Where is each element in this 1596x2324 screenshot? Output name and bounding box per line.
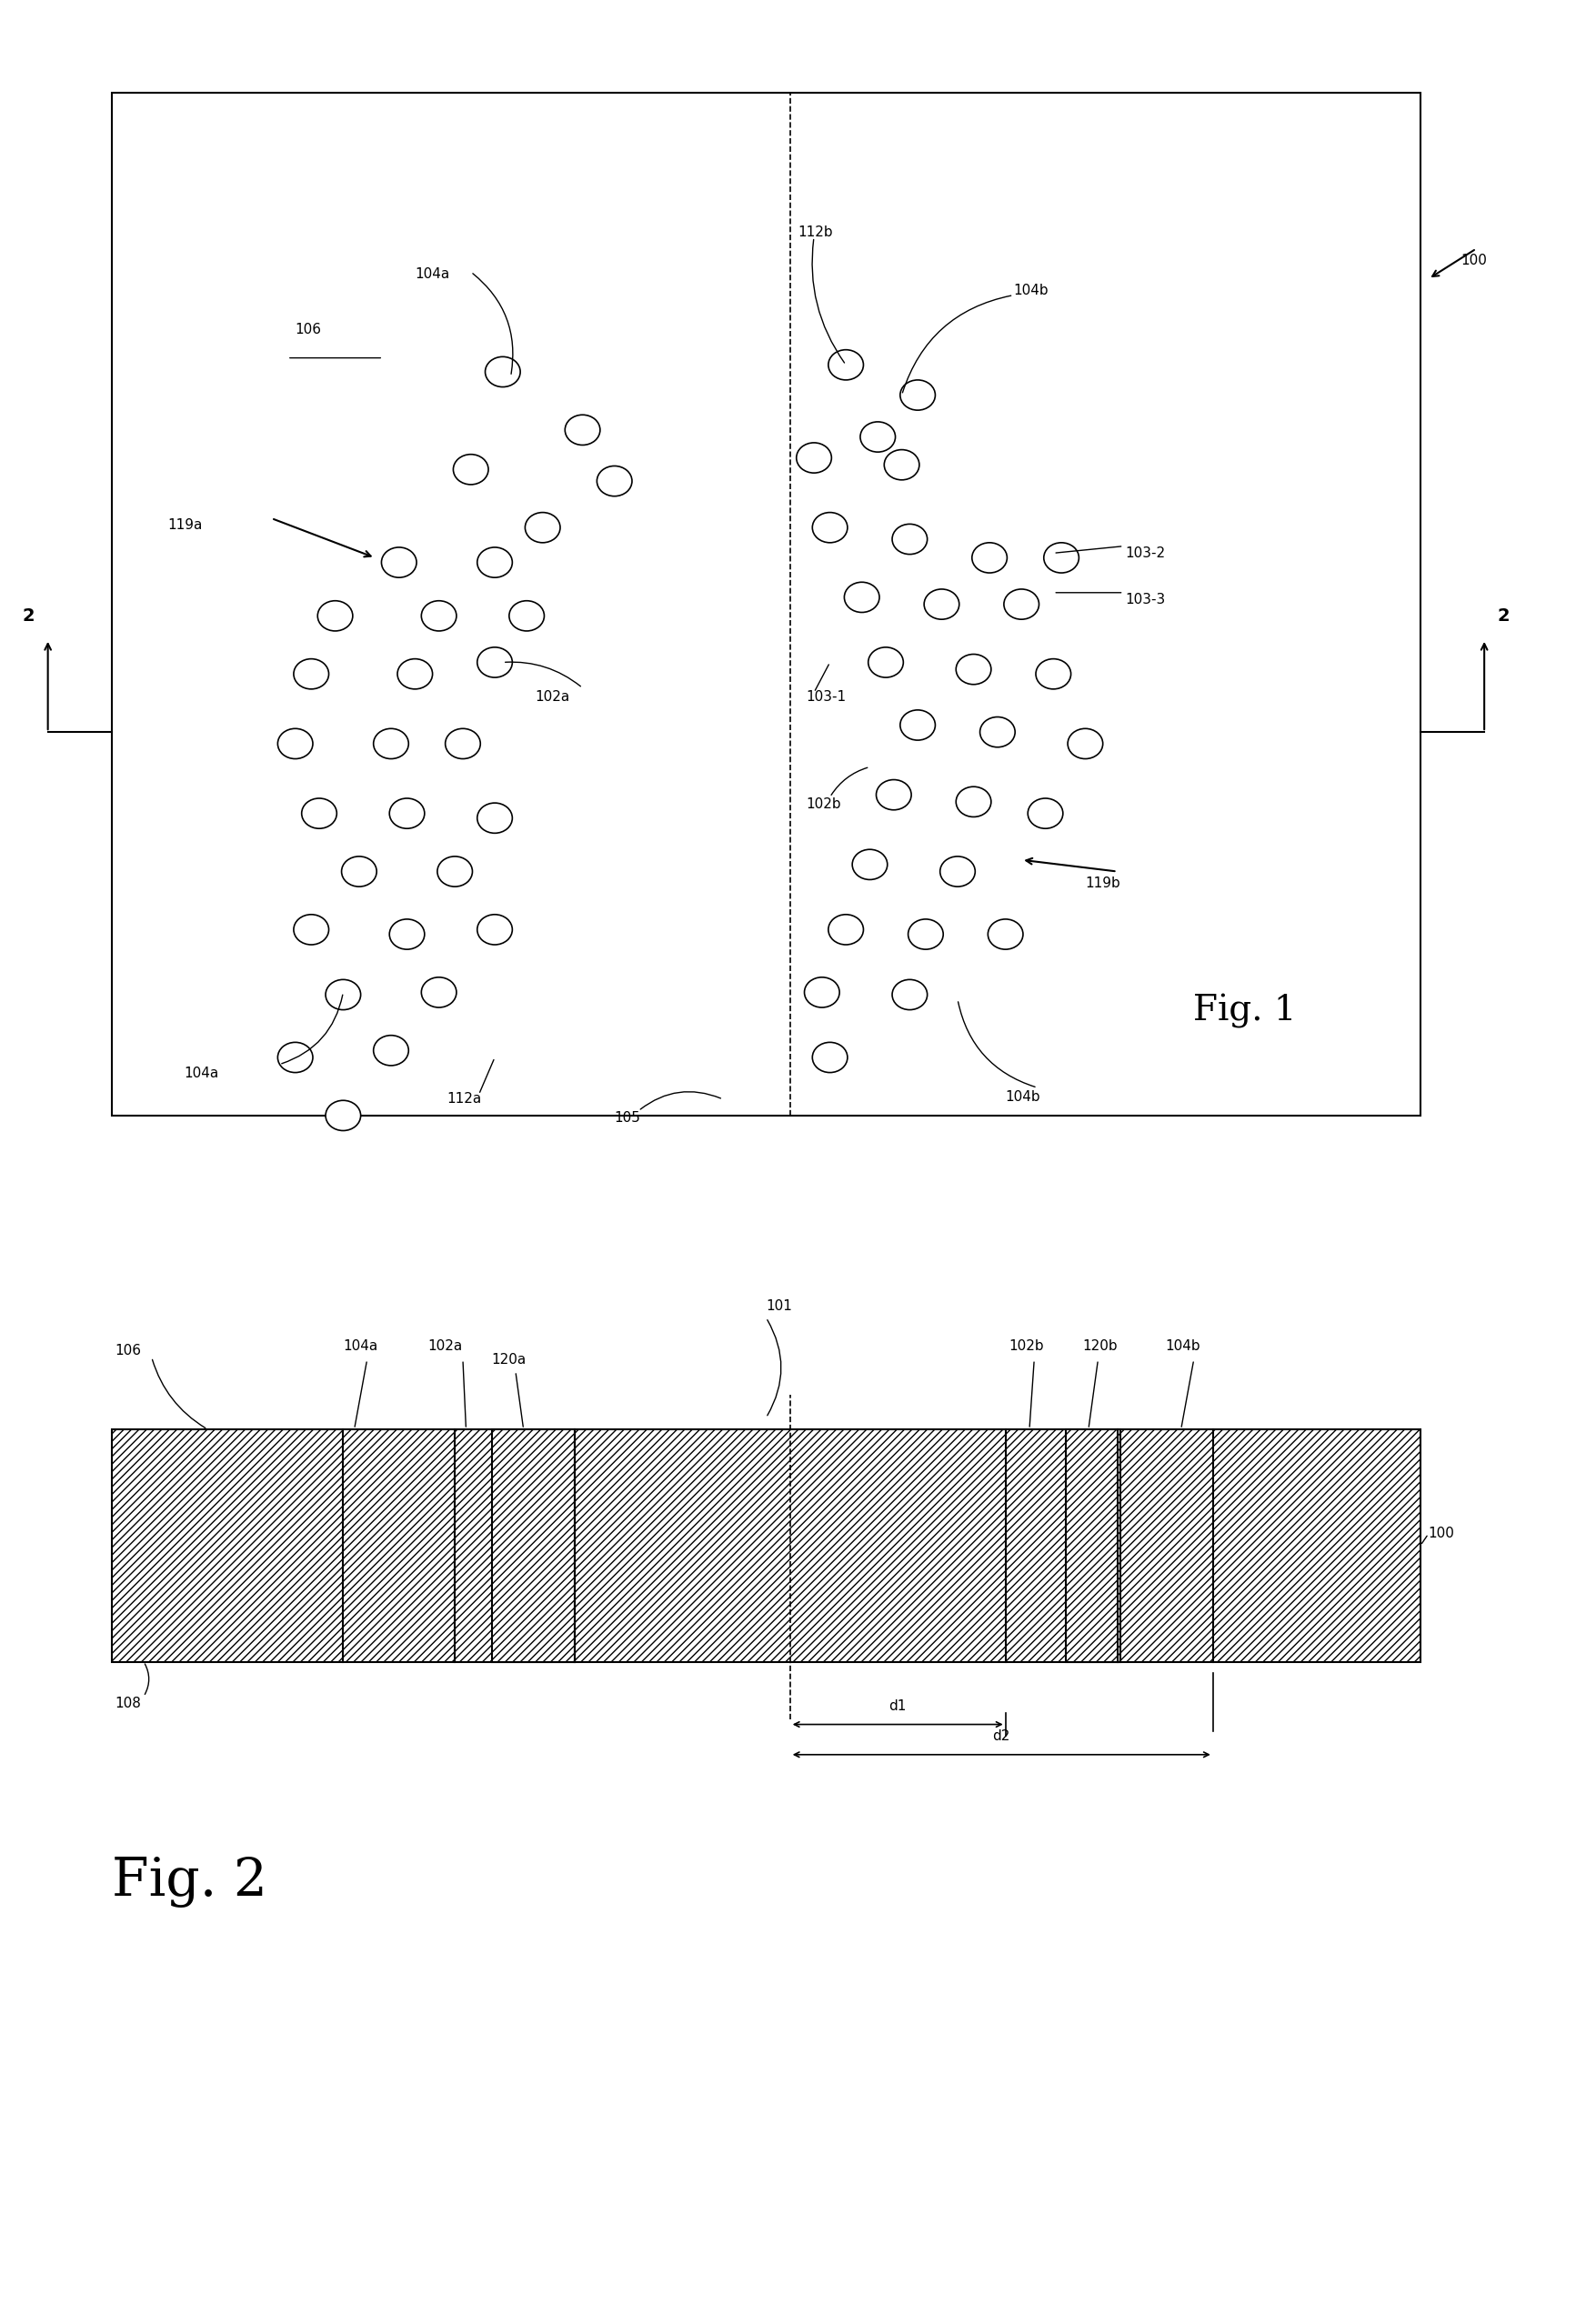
Text: 104b: 104b [1165, 1339, 1200, 1353]
Ellipse shape [294, 913, 329, 946]
Text: 100: 100 [1460, 253, 1486, 267]
Ellipse shape [477, 913, 512, 946]
Ellipse shape [812, 511, 847, 544]
Text: 106: 106 [295, 323, 322, 337]
Text: 103-1: 103-1 [806, 690, 846, 704]
Text: 104a: 104a [415, 267, 450, 281]
Ellipse shape [381, 546, 417, 576]
Ellipse shape [453, 453, 488, 483]
Ellipse shape [421, 602, 456, 632]
Ellipse shape [876, 779, 911, 809]
Bar [112, 1429, 1420, 1662]
Ellipse shape [796, 442, 832, 472]
Ellipse shape [1036, 660, 1071, 688]
Text: Fig. 1: Fig. 1 [1194, 995, 1296, 1027]
Ellipse shape [1028, 797, 1063, 827]
Bar [112, 93, 1420, 1116]
Ellipse shape [852, 848, 887, 878]
Ellipse shape [421, 976, 456, 1009]
Ellipse shape [342, 855, 377, 885]
Text: 101: 101 [766, 1299, 792, 1313]
Ellipse shape [597, 465, 632, 495]
Ellipse shape [900, 379, 935, 409]
Text: 100: 100 [1428, 1527, 1454, 1541]
Ellipse shape [892, 981, 927, 1009]
Ellipse shape [509, 602, 544, 632]
Ellipse shape [924, 588, 959, 618]
Bar [1066, 1429, 1120, 1662]
Text: 104b: 104b [1005, 1090, 1041, 1104]
Text: 104b: 104b [1013, 284, 1049, 297]
Text: 105: 105 [614, 1111, 640, 1125]
Ellipse shape [900, 711, 935, 741]
Text: 102a: 102a [535, 690, 570, 704]
Text: 108: 108 [115, 1697, 140, 1710]
Text: 119a: 119a [168, 518, 203, 532]
Text: 120b: 120b [1082, 1339, 1117, 1353]
Ellipse shape [972, 544, 1007, 574]
Ellipse shape [326, 981, 361, 1009]
Text: d1: d1 [889, 1699, 907, 1713]
Ellipse shape [565, 414, 600, 446]
Ellipse shape [525, 511, 560, 544]
Ellipse shape [892, 523, 927, 553]
Ellipse shape [956, 786, 991, 816]
Text: 2: 2 [1497, 607, 1510, 625]
Ellipse shape [884, 449, 919, 479]
Bar [1066, 1429, 1120, 1662]
Ellipse shape [477, 546, 512, 576]
Ellipse shape [956, 655, 991, 686]
Ellipse shape [477, 646, 512, 679]
Text: 103-2: 103-2 [1125, 546, 1165, 560]
Ellipse shape [389, 920, 425, 951]
Ellipse shape [828, 913, 863, 946]
Ellipse shape [940, 855, 975, 885]
Ellipse shape [485, 356, 520, 388]
Text: 102b: 102b [806, 797, 841, 811]
Text: 102b: 102b [1009, 1339, 1044, 1353]
Ellipse shape [860, 421, 895, 451]
Ellipse shape [1068, 727, 1103, 758]
Text: 112a: 112a [447, 1092, 482, 1106]
Text: 103-3: 103-3 [1125, 593, 1165, 607]
Ellipse shape [278, 1041, 313, 1071]
Text: Fig. 2: Fig. 2 [112, 1857, 267, 1908]
Ellipse shape [804, 976, 839, 1009]
Text: 104a: 104a [343, 1339, 378, 1353]
Ellipse shape [828, 349, 863, 379]
Ellipse shape [445, 727, 480, 758]
Text: 119b: 119b [1085, 876, 1120, 890]
Ellipse shape [868, 646, 903, 679]
Ellipse shape [812, 1041, 847, 1071]
Text: 120a: 120a [492, 1353, 527, 1367]
Ellipse shape [1004, 588, 1039, 618]
Text: 2: 2 [22, 607, 35, 625]
Ellipse shape [278, 727, 313, 758]
Ellipse shape [908, 920, 943, 951]
Text: 106: 106 [115, 1343, 142, 1357]
Ellipse shape [373, 1034, 409, 1064]
Text: 112b: 112b [798, 225, 833, 239]
Ellipse shape [389, 797, 425, 827]
Text: 104a: 104a [184, 1067, 219, 1081]
Ellipse shape [844, 581, 879, 614]
Ellipse shape [477, 802, 512, 834]
Bar [492, 1429, 575, 1662]
Ellipse shape [373, 727, 409, 758]
Ellipse shape [437, 855, 472, 885]
Ellipse shape [294, 660, 329, 688]
Ellipse shape [318, 602, 353, 632]
Ellipse shape [326, 1099, 361, 1129]
Bar [112, 1429, 1420, 1662]
Ellipse shape [1044, 544, 1079, 574]
Ellipse shape [302, 797, 337, 827]
Ellipse shape [397, 660, 433, 688]
Text: d2: d2 [993, 1729, 1010, 1743]
Ellipse shape [988, 920, 1023, 951]
Ellipse shape [980, 716, 1015, 746]
Text: 102a: 102a [428, 1339, 463, 1353]
Bar [492, 1429, 575, 1662]
